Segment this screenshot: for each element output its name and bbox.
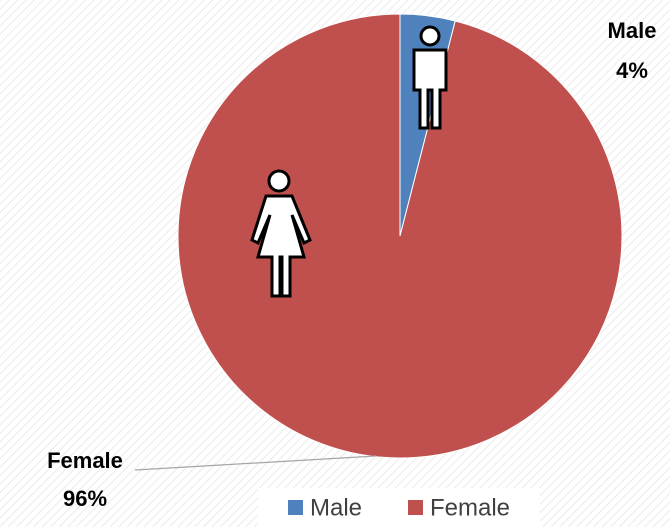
legend-swatch <box>408 500 423 515</box>
data-label-value: 4% <box>616 58 648 83</box>
pie <box>177 13 623 459</box>
data-label-value: 96% <box>63 486 107 511</box>
data-label-category: Male <box>608 18 657 43</box>
legend-box <box>258 488 540 527</box>
male-icon <box>412 25 448 130</box>
data-label-category: Female <box>47 448 123 473</box>
legend-label: Female <box>430 494 510 521</box>
legend-label: Male <box>310 494 362 521</box>
legend: Male Female <box>288 494 510 521</box>
pie-slice <box>177 13 623 459</box>
legend-swatch <box>288 500 303 515</box>
female-icon <box>250 169 312 298</box>
leader-line <box>134 455 377 471</box>
